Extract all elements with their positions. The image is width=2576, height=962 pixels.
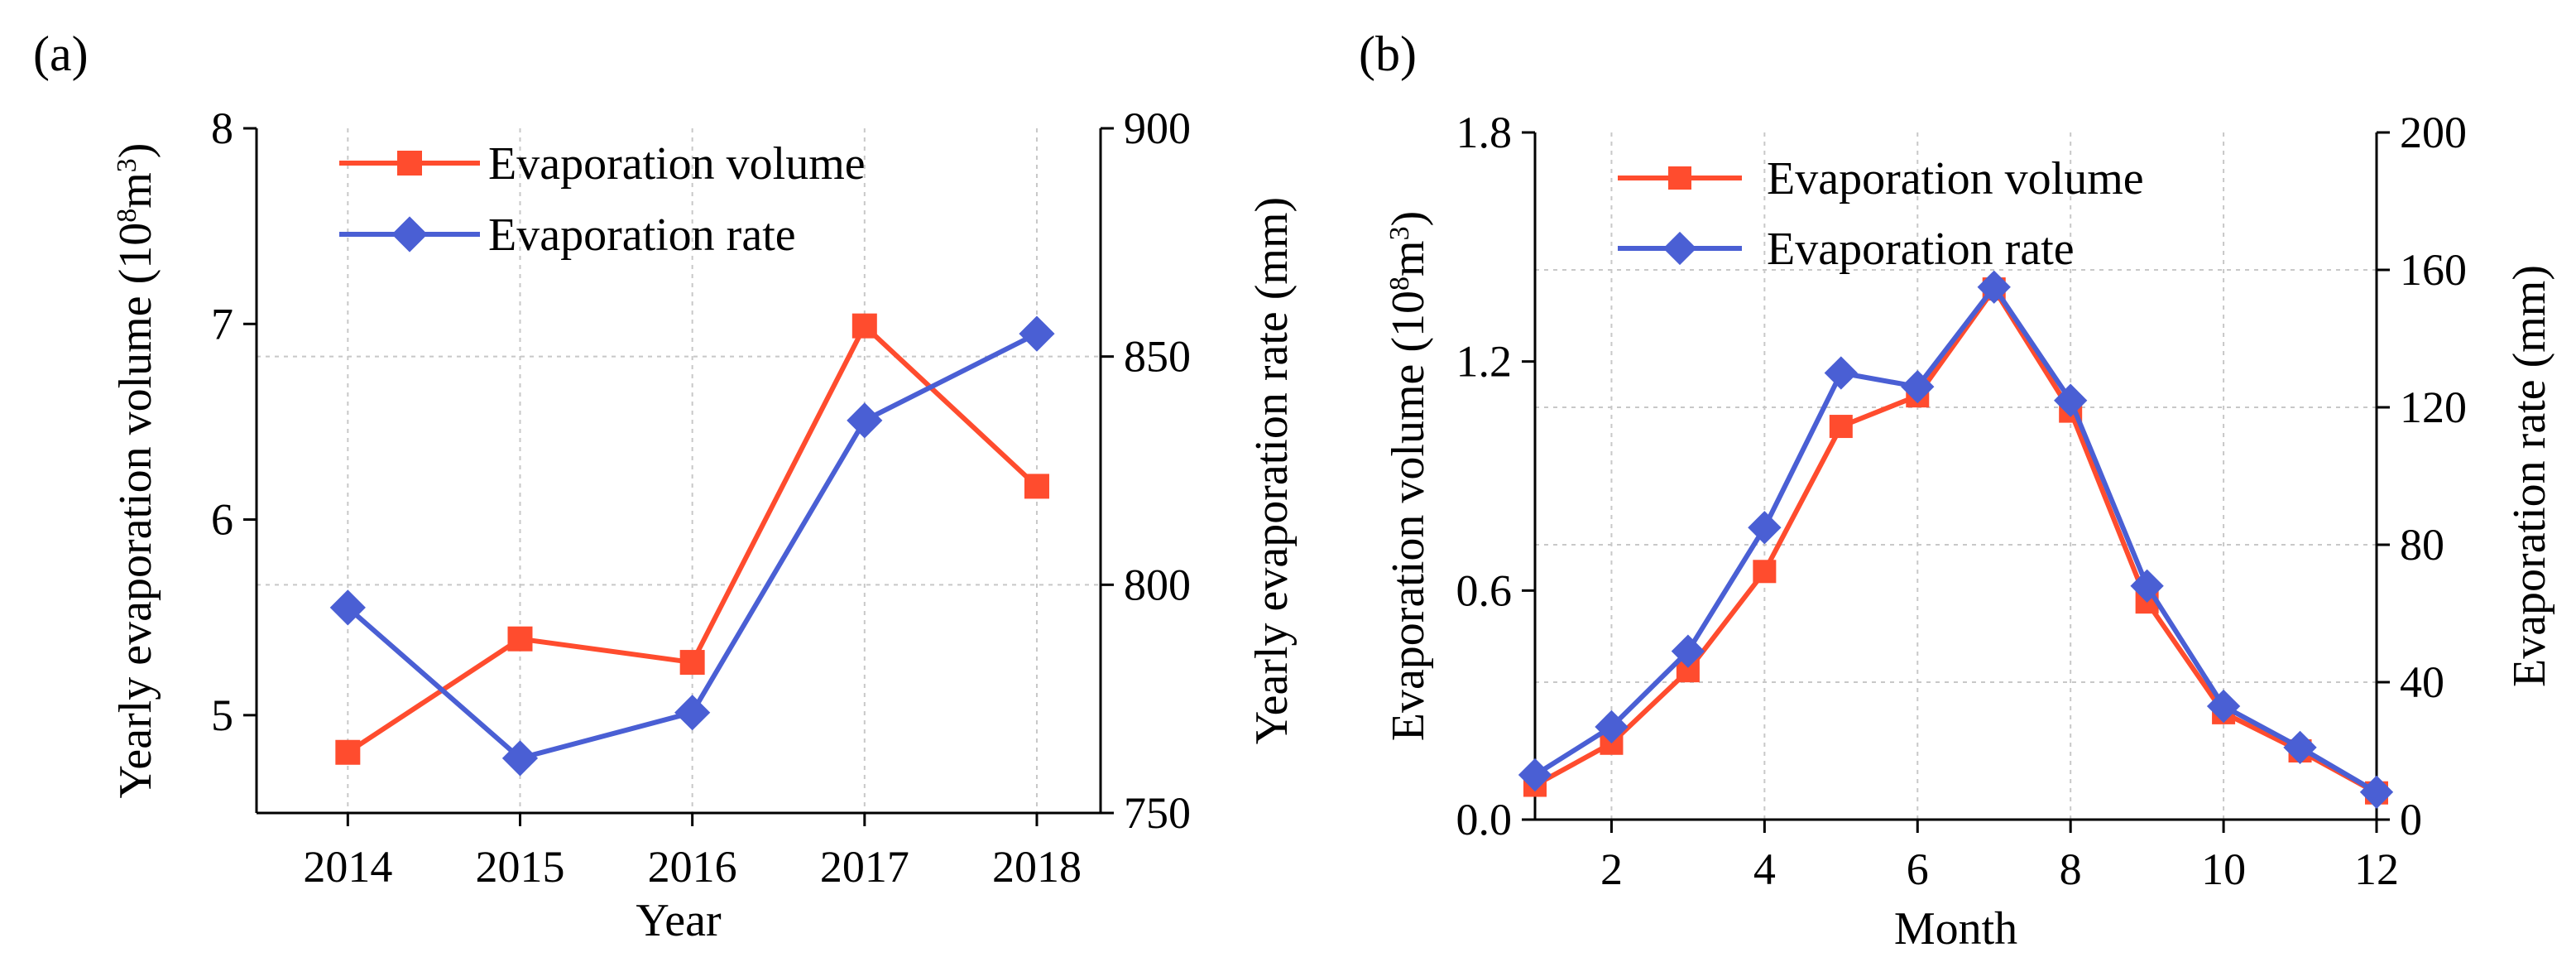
legend-marker-diamond xyxy=(391,216,428,253)
y-axis-label-part: Evaporation volume (10 xyxy=(1383,291,1434,741)
y-axis-label-part: 3 xyxy=(112,158,142,172)
panel-label: (a) xyxy=(33,26,89,81)
y-tick-label-right: 80 xyxy=(2400,520,2444,570)
y-axis-label-right: Evaporation rate (mm) xyxy=(2504,265,2555,687)
legend-label: Evaporation rate xyxy=(1767,224,2075,275)
legend-marker-square xyxy=(397,151,422,176)
panel-b: 2 4 6 8 10 12 0.0 0.6 1.2 1.8 0 40 80 120 160 200 (b) Mon… xyxy=(1359,26,2555,955)
y-axis-label-part: m xyxy=(1383,240,1434,277)
x-tick-label: 2015 xyxy=(475,842,564,892)
y-tick-label-left: 0.6 xyxy=(1456,565,1513,615)
data-point-rate xyxy=(2054,383,2088,417)
x-tick-label: 2 xyxy=(1600,844,1623,894)
x-tick-label: 2014 xyxy=(303,842,392,892)
data-point-volume xyxy=(851,313,877,339)
series-line-rate xyxy=(1533,284,2378,795)
x-tick-label: 2016 xyxy=(648,842,737,892)
legend-label: Evaporation volume xyxy=(1767,153,2144,204)
y-axis-label-part: ) xyxy=(110,143,161,159)
x-tick-label: 12 xyxy=(2354,844,2399,894)
y-tick-label-right: 750 xyxy=(1124,788,1191,838)
data-point-volume xyxy=(1829,415,1853,439)
legend-label: Evaporation volume xyxy=(488,138,866,190)
y-axis-label-part: 8 xyxy=(112,209,142,223)
y-tick-label-left: 8 xyxy=(211,103,233,153)
y-tick-label-right: 0 xyxy=(2400,795,2422,844)
y-tick-label-left: 7 xyxy=(211,299,233,349)
data-point-volume xyxy=(679,650,705,676)
x-tick-label: 8 xyxy=(2060,844,2082,894)
y-axis-label-part: 3 xyxy=(1384,226,1415,240)
data-point-rate xyxy=(674,695,711,731)
y-tick-label-left: 0.0 xyxy=(1456,795,1513,844)
data-point-rate xyxy=(1824,356,1858,390)
y-axis-label-part: m xyxy=(110,172,161,209)
panel-label: (b) xyxy=(1359,26,1417,81)
x-axis-label: Month xyxy=(1894,903,2017,955)
data-point-rate xyxy=(1901,369,1935,404)
panel-a: 2014 2015 2016 2017 2018 5 6 7 8 750 800 850 900 (a) Y… xyxy=(33,26,1298,946)
x-tick-label: 4 xyxy=(1753,844,1776,894)
y-axis-label-part: Yearly evaporation volume (10 xyxy=(110,223,161,799)
data-point-rate xyxy=(2283,730,2317,765)
legend-marker-diamond xyxy=(1662,231,1697,266)
data-point-volume xyxy=(1753,560,1777,584)
legend-marker-square xyxy=(1668,166,1691,190)
x-tick-label: 2018 xyxy=(992,842,1082,892)
series-line-volume xyxy=(1533,286,2378,796)
data-point-volume xyxy=(1024,474,1049,499)
y-axis-label-left: Yearly evaporation volume (108m3) xyxy=(110,143,161,799)
y-tick-label-left: 1.2 xyxy=(1456,337,1513,387)
data-point-rate xyxy=(1977,270,2011,304)
data-point-rate xyxy=(1595,709,1629,744)
data-point-rate xyxy=(847,402,883,439)
y-tick-label-right: 850 xyxy=(1124,332,1191,382)
x-tick-label: 10 xyxy=(2201,844,2246,894)
y-tick-label-right: 40 xyxy=(2400,657,2444,707)
y-axis-label-left: Evaporation volume (108m3) xyxy=(1383,211,1434,742)
y-axis-label-part: ) xyxy=(1383,211,1434,227)
data-point-rate xyxy=(1748,511,1782,545)
y-axis-label-right: Yearly evaporation rate (mm) xyxy=(1246,197,1298,744)
legend-label: Evaporation rate xyxy=(488,209,796,261)
x-axis-label: Year xyxy=(636,895,722,946)
y-tick-label-right: 900 xyxy=(1124,103,1191,153)
data-point-volume xyxy=(335,739,361,765)
y-tick-label-left: 6 xyxy=(211,495,233,545)
data-point-rate xyxy=(501,740,539,777)
data-point-rate xyxy=(2359,775,2394,809)
data-point-rate xyxy=(1518,758,1552,792)
data-point-rate xyxy=(2130,569,2164,603)
y-tick-label-left: 5 xyxy=(211,690,233,740)
x-tick-label: 6 xyxy=(1907,844,1929,894)
data-point-rate xyxy=(1671,634,1705,668)
y-tick-label-left: 1.8 xyxy=(1456,108,1513,157)
y-tick-label-right: 160 xyxy=(2400,245,2467,295)
y-axis-label-part: 8 xyxy=(1384,277,1415,291)
data-point-rate xyxy=(2206,689,2241,724)
x-tick-label: 2017 xyxy=(820,842,909,892)
data-point-volume xyxy=(507,626,533,652)
y-tick-label-right: 800 xyxy=(1124,560,1191,609)
data-point-rate xyxy=(1019,315,1055,352)
y-tick-label-right: 120 xyxy=(2400,382,2467,432)
data-point-rate xyxy=(329,589,366,626)
y-tick-label-right: 200 xyxy=(2400,108,2467,157)
